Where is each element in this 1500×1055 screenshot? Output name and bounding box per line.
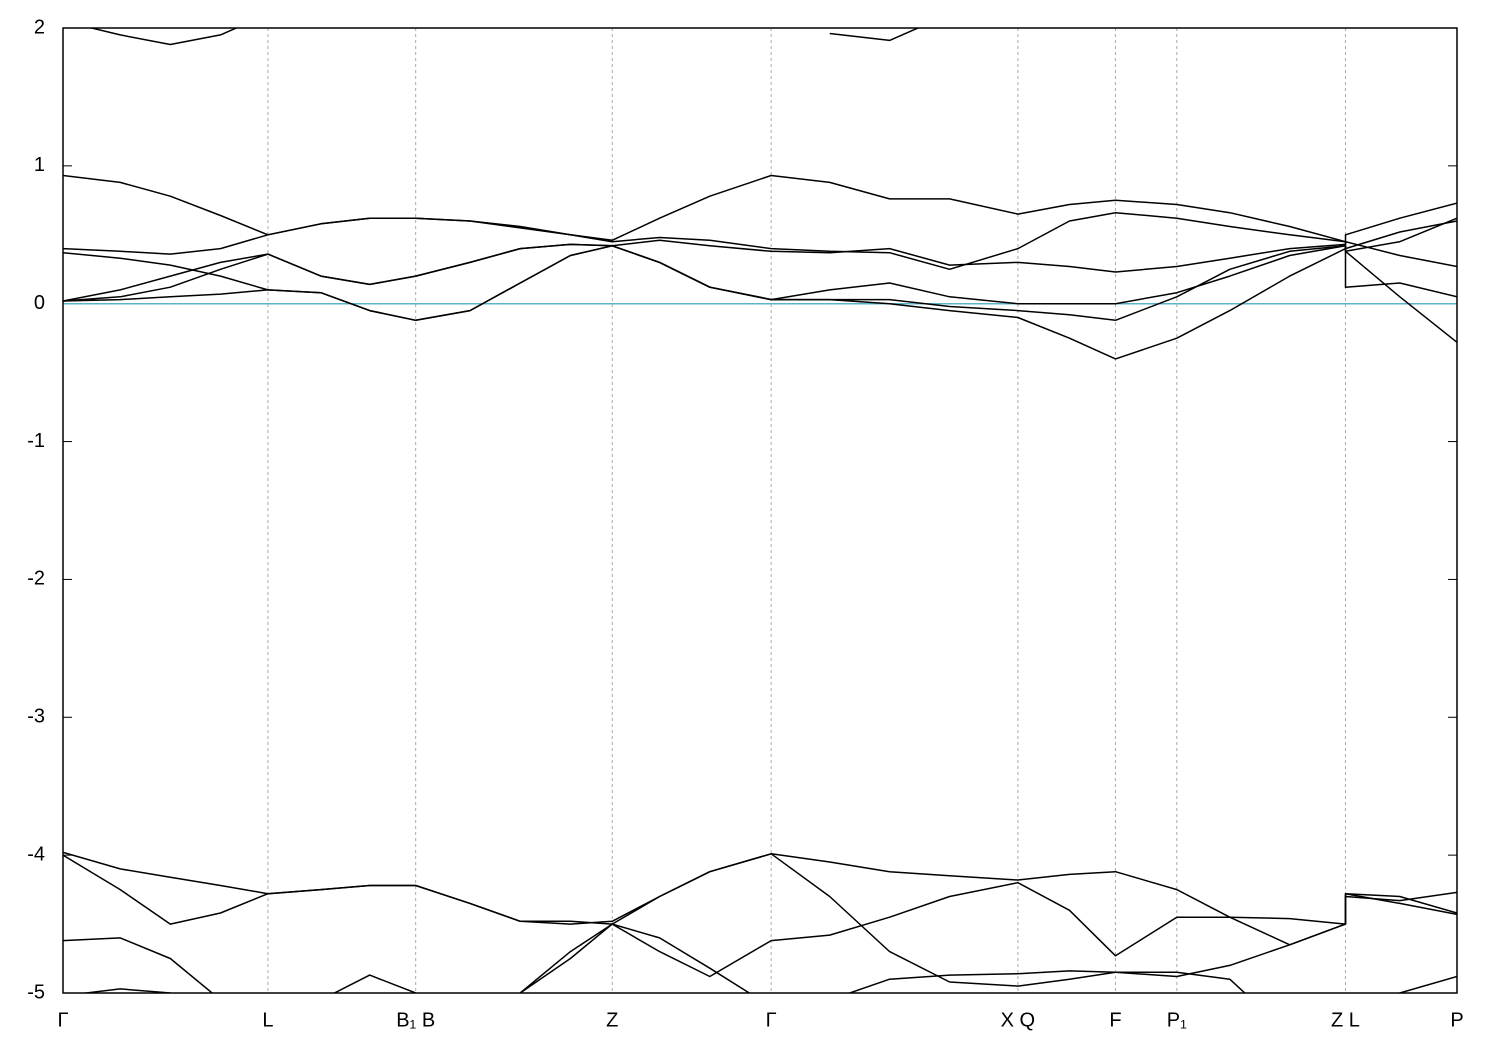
y-tick-label: -5	[27, 981, 45, 1003]
y-tick-label: -4	[27, 843, 45, 865]
x-tick-label: Γ	[766, 1009, 777, 1031]
x-tick-label: L	[262, 1009, 273, 1031]
y-tick-label: 1	[34, 154, 45, 176]
band-line	[88, 28, 920, 46]
x-tick-label: F	[1109, 1009, 1121, 1031]
band-line	[79, 881, 1457, 993]
band-line	[63, 853, 1457, 993]
x-tick-label: Γ	[57, 1009, 68, 1031]
y-tick-label: -1	[27, 430, 45, 452]
x-tick-label: X Q	[1001, 1009, 1035, 1031]
y-tick-label: -2	[27, 568, 45, 590]
bands	[63, 28, 1457, 993]
plot-frame	[62, 27, 1458, 994]
band-line	[63, 220, 1457, 360]
y-tick-label: 0	[34, 292, 45, 314]
band-line	[63, 211, 1457, 271]
x-tick-label: Z L	[1331, 1009, 1360, 1031]
y-tick-label: 2	[34, 16, 45, 38]
x-tick-label: B₁ B	[396, 1009, 435, 1031]
x-tick-label: P₁	[1167, 1009, 1187, 1031]
band-line	[63, 239, 1457, 322]
x-tick-label: P	[1450, 1009, 1463, 1031]
band-line	[63, 854, 1457, 993]
x-tick-label: Z	[606, 1009, 618, 1031]
y-tick-label: -3	[27, 706, 45, 728]
